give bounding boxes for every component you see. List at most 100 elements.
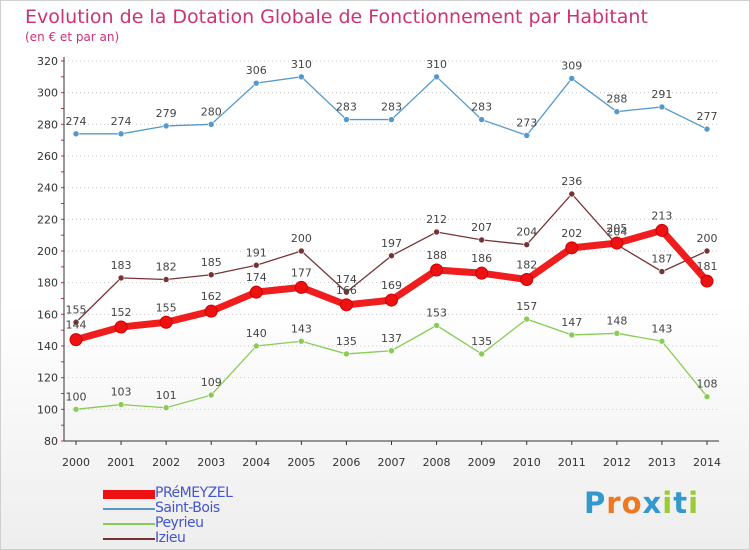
logo-letter: o (621, 486, 643, 520)
data-point (298, 247, 305, 255)
data-point (117, 401, 125, 408)
data-point (294, 280, 308, 294)
data-point (655, 223, 669, 237)
x-tick-label: 2012 (603, 456, 631, 469)
y-tick-label: 140 (37, 340, 58, 353)
data-point (252, 342, 260, 350)
data-label: 155 (156, 301, 177, 314)
x-tick-label: 2009 (468, 456, 496, 469)
x-tick-label: 2013 (648, 456, 676, 469)
logo-letter: x (642, 486, 663, 520)
data-label: 273 (516, 116, 537, 129)
data-label: 279 (156, 107, 177, 120)
data-label: 200 (291, 232, 312, 245)
data-label: 213 (651, 209, 672, 222)
data-label: 153 (426, 306, 447, 319)
data-point (658, 103, 666, 111)
legend-label: Peyrieu (155, 515, 204, 531)
legend-label: Izieu (155, 530, 186, 546)
x-tick-label: 2014 (693, 456, 721, 469)
data-point (343, 288, 350, 296)
data-point (703, 125, 711, 133)
data-point (298, 337, 305, 345)
data-label: 157 (516, 300, 537, 313)
data-point (700, 274, 714, 288)
data-label: 183 (111, 259, 132, 272)
data-label: 181 (697, 260, 718, 273)
x-tick-label: 2007 (378, 456, 406, 469)
data-point (430, 263, 444, 277)
data-label: 140 (246, 327, 267, 340)
data-label: 143 (651, 322, 672, 335)
data-point (339, 298, 353, 312)
data-label: 144 (66, 319, 87, 332)
chart-title: Evolution de la Dotation Globale de Fonc… (25, 6, 648, 28)
data-point (207, 271, 215, 279)
y-tick-label: 100 (37, 403, 58, 416)
data-label: 174 (246, 271, 267, 284)
data-point (207, 391, 215, 399)
y-tick-label: 300 (37, 87, 58, 100)
data-label: 182 (516, 259, 537, 272)
data-label: 283 (471, 101, 492, 114)
data-point (69, 333, 83, 347)
data-label: 191 (246, 246, 267, 259)
data-label: 204 (516, 226, 537, 239)
data-point (388, 347, 395, 355)
data-point (343, 116, 350, 123)
logo-letter: i (662, 486, 674, 520)
data-point (523, 241, 531, 248)
data-label: 148 (606, 314, 627, 327)
data-point (117, 274, 125, 282)
logo-letter: i (688, 486, 700, 520)
y-tick-label: 160 (37, 308, 58, 321)
data-label: 204 (606, 226, 627, 239)
data-label: 306 (246, 64, 267, 77)
data-label: 212 (426, 213, 447, 226)
data-label: 236 (561, 175, 582, 188)
data-point (388, 116, 395, 123)
data-label: 283 (381, 101, 402, 114)
data-point (475, 266, 489, 280)
data-point (249, 285, 263, 299)
data-point (523, 315, 531, 323)
data-label: 166 (336, 284, 357, 297)
data-label: 137 (381, 332, 402, 345)
data-point (568, 190, 576, 198)
y-tick-label: 320 (37, 55, 58, 68)
legend-swatch (103, 538, 155, 540)
data-point (613, 330, 621, 337)
y-tick-label: 220 (37, 213, 58, 226)
data-label: 277 (697, 110, 718, 123)
x-tick-label: 2002 (152, 456, 180, 469)
data-point (433, 228, 440, 236)
data-point (162, 122, 170, 130)
data-label: 135 (471, 335, 492, 348)
data-point (433, 322, 440, 329)
data-label: 182 (156, 261, 177, 274)
y-tick-label: 80 (44, 435, 58, 448)
data-point (658, 337, 666, 345)
data-label: 177 (291, 266, 312, 279)
x-tick-label: 2010 (513, 456, 541, 469)
data-point (159, 315, 173, 329)
data-label: 310 (291, 58, 312, 71)
data-point (298, 73, 305, 81)
data-label: 103 (111, 386, 132, 399)
data-point (568, 331, 576, 339)
data-point (72, 318, 80, 326)
data-label: 100 (66, 390, 87, 403)
logo-letter: r (606, 486, 622, 520)
data-point (613, 108, 621, 115)
data-point (388, 252, 395, 260)
proxiti-logo: Proxiti (584, 486, 699, 520)
data-label: 108 (697, 378, 718, 391)
data-label: 274 (111, 115, 132, 128)
data-point (610, 236, 624, 250)
x-tick-label: 2008 (423, 456, 451, 469)
data-point (72, 406, 80, 413)
data-point (478, 350, 485, 358)
data-point (162, 404, 170, 412)
data-point (520, 273, 534, 286)
